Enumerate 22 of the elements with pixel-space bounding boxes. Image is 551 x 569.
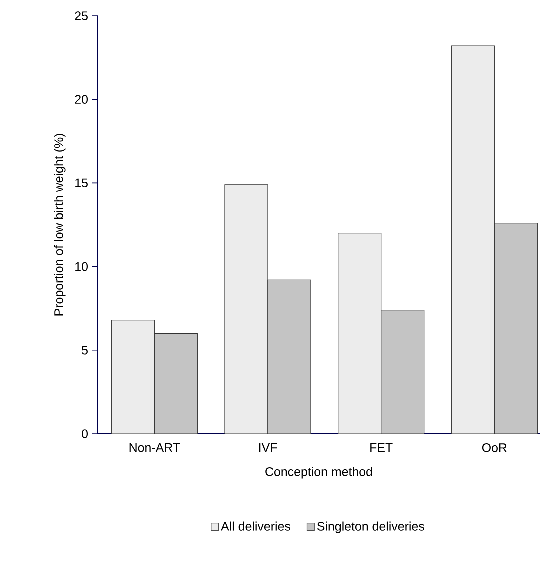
x-tick-label: Non-ART <box>130 444 180 452</box>
y-tick-label: 15 <box>76 178 88 188</box>
bar <box>111 320 155 434</box>
x-tick-label: FET <box>370 444 393 452</box>
y-axis-title: Proportion of low birth weight (%) <box>54 134 66 316</box>
y-tick-label: 25 <box>75 12 88 20</box>
y-tick-label: 5 <box>82 346 88 355</box>
x-tick-label: IVF <box>259 444 278 452</box>
bar <box>154 333 198 434</box>
bar <box>381 310 425 434</box>
legend-label: All deliveries <box>221 522 290 531</box>
x-tick-label: OoR <box>482 444 507 452</box>
y-tick-label: 20 <box>75 95 88 104</box>
bar <box>268 280 312 434</box>
y-tick-label: 10 <box>76 262 88 272</box>
bar <box>338 233 382 434</box>
legend-label: Singleton deliveries <box>317 522 424 534</box>
bar <box>224 184 268 434</box>
y-tick-label: 0 <box>82 430 88 438</box>
bar <box>451 46 495 434</box>
x-axis-title: Conception method <box>266 467 372 479</box>
bar <box>494 223 538 434</box>
